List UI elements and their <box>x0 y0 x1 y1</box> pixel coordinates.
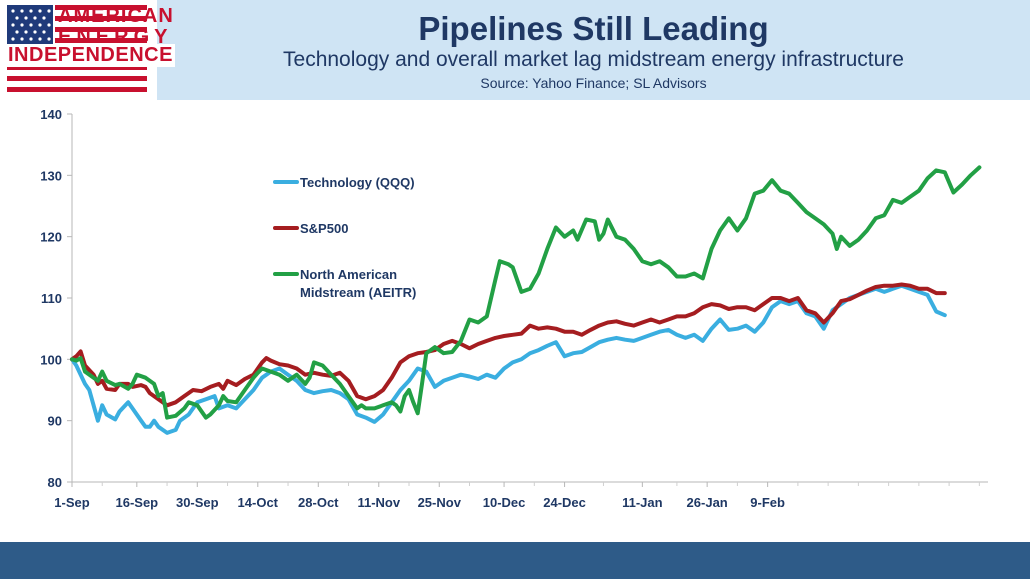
x-tick-label: 14-Oct <box>238 495 279 510</box>
logo: AMERICAN ENERGY INDEPENDENCE <box>0 0 175 100</box>
page-subtitle: Technology and overall market lag midstr… <box>283 48 904 71</box>
logo-line-2: ENERGY <box>58 26 173 48</box>
logo-line-3: INDEPENDENCE <box>6 44 175 67</box>
x-tick-label: 26-Jan <box>687 495 728 510</box>
series-line-sp500 <box>70 282 947 408</box>
footer-band <box>0 542 1030 579</box>
legend-label: Technology (QQQ) <box>300 175 415 190</box>
flag-stripe <box>55 38 147 43</box>
x-tick-label: 1-Sep <box>54 495 89 510</box>
series-line-technology <box>70 283 947 435</box>
x-tick-label: 11-Nov <box>357 495 400 510</box>
flag-stripe <box>7 76 147 81</box>
x-tick-label: 30-Sep <box>176 495 219 510</box>
chart-legend: Technology (QQQ) S&P500 North American Mids… <box>273 175 416 300</box>
y-tick-label: 110 <box>41 291 62 306</box>
flag-stripe <box>7 65 147 70</box>
y-tick-label: 80 <box>48 475 62 490</box>
x-tick-label: 11-Jan <box>622 495 663 510</box>
series-line-midstream <box>70 165 982 420</box>
x-tick-label: 28-Oct <box>298 495 339 510</box>
y-tick-label: 100 <box>40 352 62 367</box>
y-tick-label: 90 <box>48 414 62 429</box>
chart-series <box>70 165 982 435</box>
logo-line-1: AMERICAN <box>58 5 174 27</box>
y-axis-ticks: 140 130 120 110 100 90 80 <box>40 107 72 490</box>
y-tick-label: 120 <box>40 230 62 245</box>
x-tick-label: 9-Feb <box>750 495 785 510</box>
legend-label: S&P500 <box>300 221 348 236</box>
header-band <box>157 0 1030 100</box>
page-title: Pipelines Still Leading <box>418 10 769 47</box>
flag-stripe <box>55 5 147 10</box>
flag-stripe <box>55 27 147 32</box>
x-tick-label: 16-Sep <box>115 495 158 510</box>
flag-stars <box>11 9 51 41</box>
flag-stripe <box>55 16 147 21</box>
flag-stripe <box>7 87 147 92</box>
y-tick-label: 140 <box>40 107 62 122</box>
y-tick-label: 130 <box>40 168 62 183</box>
line-chart: 140 130 120 110 100 90 80 1-Sep 16-Sep 30-Sep 14-… <box>40 107 988 510</box>
x-tick-label: 10-Dec <box>483 495 526 510</box>
source-note: Source: Yahoo Finance; SL Advisors <box>480 75 707 91</box>
legend-label: North American Midstream (AEITR) <box>300 267 416 300</box>
x-tick-label: 25-Nov <box>418 495 462 510</box>
x-axis-ticks: 1-Sep 16-Sep 30-Sep 14-Oct 28-Oct 11-Nov 25-No… <box>54 482 980 510</box>
x-tick-label: 24-Dec <box>543 495 586 510</box>
